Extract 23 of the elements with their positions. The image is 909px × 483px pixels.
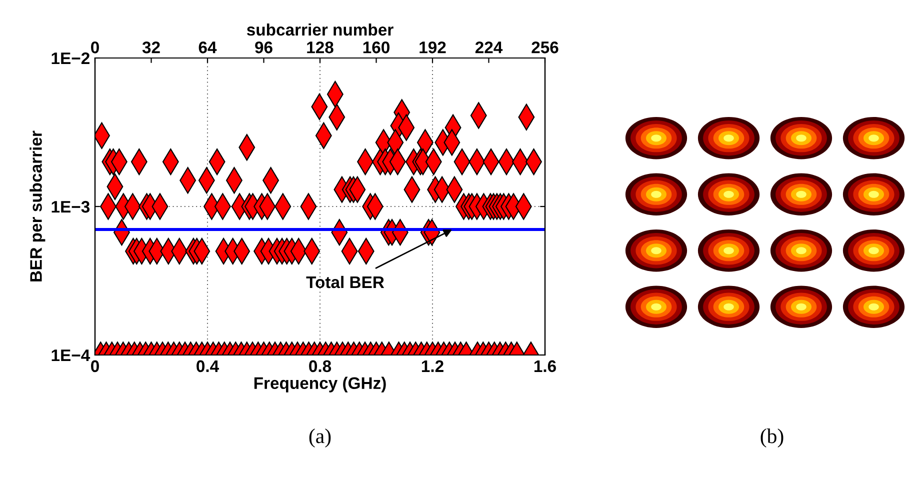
y-tick-label: 1E−2 [52,52,90,64]
x2-tick-label: 256 [532,42,558,54]
text: (b) [760,428,784,448]
x2-tick-label: 160 [363,42,390,54]
x2-tick-label: 32 [142,42,160,54]
x2-tick-label: 96 [255,42,272,54]
x-axis-title: Frequency (GHz) [254,376,386,392]
x2-axis-title: subcarrier number [246,23,394,36]
x-tick-label: 0.4 [196,360,219,372]
x2-tick-label: 64 [198,42,217,54]
x-tick-label: 0.8 [309,360,332,372]
ref-line-label: Total BER [306,276,384,288]
x2-tick-label: 128 [307,42,334,54]
x-tick-label: 1.6 [534,360,556,372]
text: (a) [309,428,331,448]
x2-tick-label: 192 [420,42,446,54]
x-tick-label: 0 [91,360,99,372]
y-tick-label: 1E−4 [52,350,90,362]
y-tick-label: 1E−3 [52,200,90,213]
x2-tick-label: 0 [91,42,99,54]
x-tick-label: 1.2 [422,360,444,372]
x2-tick-label: 224 [475,42,503,54]
y-axis-title: BER per subcarrier [30,130,46,282]
